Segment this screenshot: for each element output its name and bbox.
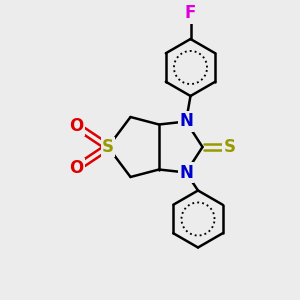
Text: N: N bbox=[179, 112, 193, 130]
Text: O: O bbox=[69, 159, 84, 177]
Text: N: N bbox=[179, 164, 193, 181]
Text: S: S bbox=[102, 138, 114, 156]
Text: F: F bbox=[185, 4, 196, 22]
Text: S: S bbox=[224, 138, 236, 156]
Text: O: O bbox=[69, 117, 84, 135]
